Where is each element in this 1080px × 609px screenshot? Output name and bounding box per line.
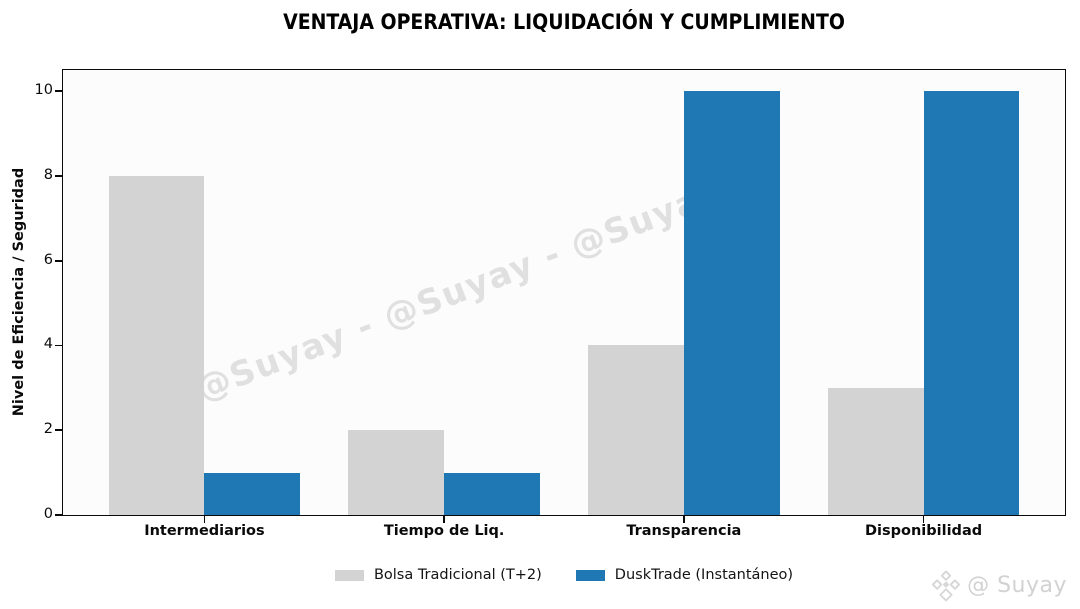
bar-series0-cat1 — [348, 430, 445, 515]
footer-logo: @ Suyay — [931, 569, 1067, 602]
x-tick-mark — [683, 516, 685, 523]
x-tick-label: Transparencia — [626, 523, 742, 539]
bar-series0-cat3 — [827, 387, 924, 515]
legend: Bolsa Tradicional (T+2) DuskTrade (Instan… — [63, 567, 1065, 583]
legend-item-series0: Bolsa Tradicional (T+2) — [334, 567, 542, 583]
y-tick-mark — [55, 429, 62, 432]
bar-series1-cat2 — [683, 91, 780, 515]
x-tick-mark — [443, 516, 445, 523]
legend-swatch-icon — [575, 569, 605, 581]
plot-area — [63, 70, 1065, 515]
x-tick-label: Tiempo de Liq. — [383, 523, 505, 539]
diamond-cluster-icon — [932, 570, 961, 602]
y-tick-mark — [55, 259, 62, 262]
x-tick-mark — [922, 516, 925, 523]
x-tick-mark — [203, 516, 206, 523]
bar-series1-cat1 — [444, 472, 541, 515]
x-tick-label: Disponibilidad — [865, 523, 983, 539]
y-tick-mark — [55, 90, 62, 92]
y-tick-mark — [55, 514, 62, 516]
y-tick-label: 2 — [43, 421, 53, 438]
bar-series1-cat3 — [923, 91, 1020, 515]
chart-title: VENTAJA OPERATIVA: LIQUIDACIÓN Y CUMPLIM… — [283, 10, 845, 34]
bar-series0-cat0 — [108, 175, 205, 515]
y-tick-mark — [55, 175, 62, 177]
y-tick-mark — [55, 344, 62, 347]
y-tick-label: 0 — [43, 506, 53, 522]
legend-label: DuskTrade (Instantáneo) — [614, 567, 794, 583]
legend-swatch-icon — [334, 569, 364, 581]
footer-logo-text: @ Suyay — [967, 573, 1067, 598]
y-tick-label: 8 — [43, 166, 53, 183]
legend-item-series1: DuskTrade (Instantáneo) — [575, 567, 794, 583]
legend-label: Bolsa Tradicional (T+2) — [373, 567, 542, 583]
y-tick-label: 10 — [34, 82, 53, 99]
bar-series1-cat0 — [204, 472, 301, 515]
x-tick-label: Intermediarios — [144, 523, 265, 539]
bar-series0-cat2 — [587, 345, 684, 515]
y-axis-label: Nivel de Eficiencia / Seguridad — [11, 167, 27, 417]
y-tick-label: 4 — [43, 336, 53, 353]
y-tick-label: 6 — [43, 251, 53, 268]
